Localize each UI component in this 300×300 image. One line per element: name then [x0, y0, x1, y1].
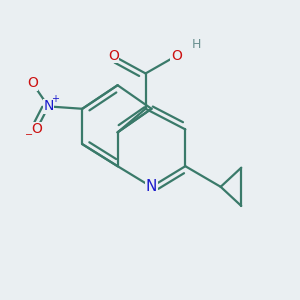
Text: O: O — [27, 76, 38, 90]
Text: O: O — [31, 122, 42, 136]
Text: −: − — [25, 130, 33, 140]
Text: H: H — [192, 38, 201, 51]
Text: +: + — [51, 94, 59, 104]
Text: O: O — [108, 49, 118, 63]
Text: O: O — [171, 49, 182, 63]
Text: N: N — [43, 99, 54, 113]
Text: N: N — [146, 179, 157, 194]
